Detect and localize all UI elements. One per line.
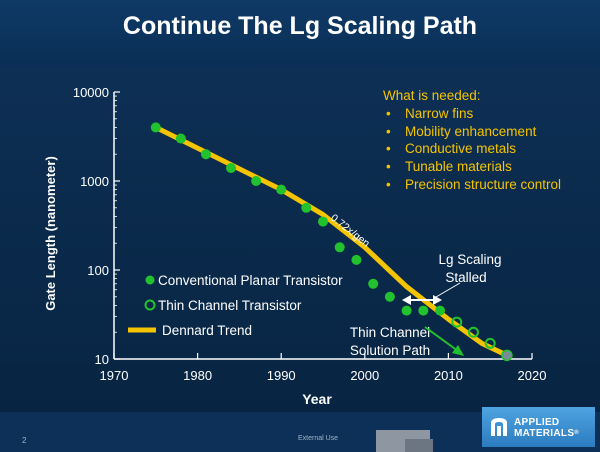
- planar-transistor-point: [334, 242, 345, 253]
- stalled-arrow-left-head: [402, 295, 411, 305]
- planar-transistor-point: [200, 149, 211, 160]
- solution-label-line1: Thin Channel: [350, 325, 430, 340]
- y-tick-label: 100: [87, 263, 109, 278]
- planar-transistor-point: [301, 202, 312, 213]
- logo-line-2-text: MATERIALS: [514, 428, 575, 439]
- dennard-trend-line: [153, 124, 510, 358]
- stalled-label-line1: Lg Scaling: [438, 252, 501, 267]
- thin-channel-point: [484, 337, 496, 349]
- planar-transistor-point: [368, 278, 379, 289]
- planar-transistor-point: [251, 176, 262, 186]
- legend-thin-label: Thin Channel Transistor: [158, 298, 302, 313]
- legend-planar-label: Conventional Planar Transistor: [158, 273, 343, 288]
- logo-mark-icon: [491, 418, 507, 436]
- logo-line-2: MATERIALS®: [514, 428, 579, 439]
- slope-label: 0.72x/gen: [328, 212, 372, 250]
- solution-arrow-shaft: [424, 326, 459, 352]
- solution-arrow-head: [452, 345, 464, 356]
- x-tick-label: 2000: [350, 368, 379, 383]
- planar-transistor-point: [175, 133, 186, 144]
- planar-transistor-point: [401, 305, 412, 316]
- planar-transistor-point: [435, 305, 446, 316]
- x-tick-label: 1980: [183, 368, 212, 383]
- applied-materials-logo: APPLIED MATERIALS®: [482, 407, 595, 447]
- legend-dennard-label: Dennard Trend: [162, 323, 252, 338]
- legend-thin-marker: [144, 299, 156, 311]
- requirement-item: Precision structure control: [383, 176, 561, 194]
- x-tick-label: 1970: [100, 368, 129, 383]
- legend-planar-marker: [145, 275, 155, 285]
- stalled-callout-line: [435, 282, 461, 298]
- y-axis-title: Gate Length (nanometer): [43, 156, 58, 311]
- x-tick-label: 2020: [518, 368, 547, 383]
- slide-number: 2: [22, 436, 27, 445]
- planar-transistor-point: [384, 291, 395, 302]
- footer-tag: External Use: [298, 435, 339, 442]
- footer-decoration: [405, 439, 433, 452]
- requirement-item: Conductive metals: [383, 140, 561, 158]
- y-tick-label: 1000: [80, 174, 109, 189]
- stalled-arrow-right-head: [433, 295, 442, 305]
- thin-channel-endpoint: [501, 349, 513, 362]
- title-band: [0, 0, 600, 68]
- requirements-list: What is needed: Narrow fins Mobility enh…: [383, 87, 561, 194]
- planar-transistor-point: [351, 254, 362, 265]
- logo-registered-mark: ®: [574, 430, 580, 436]
- stalled-label-line2: Stalled: [445, 270, 486, 285]
- y-tick-label: 10: [95, 352, 109, 367]
- planar-transistor-point: [318, 216, 328, 227]
- x-axis-title: Year: [302, 391, 332, 407]
- x-tick-label: 2010: [434, 368, 463, 383]
- planar-transistor-point: [276, 184, 287, 195]
- thin-channel-point: [451, 316, 463, 328]
- y-tick-label: 10000: [73, 85, 109, 100]
- requirements-heading: What is needed:: [383, 88, 481, 103]
- planar-transistor-point: [150, 122, 161, 133]
- x-tick-label: 1990: [267, 368, 296, 383]
- requirement-item: Tunable materials: [383, 158, 561, 176]
- thin-channel-point: [467, 326, 479, 338]
- requirement-item: Narrow fins: [383, 105, 561, 123]
- logo-wordmark: APPLIED MATERIALS®: [514, 417, 579, 439]
- planar-transistor-point: [226, 162, 237, 173]
- requirement-item: Mobility enhancement: [383, 123, 561, 141]
- planar-transistor-point: [418, 305, 429, 316]
- solution-label-line2: Solution Path: [350, 343, 430, 358]
- slide-title: Continue The Lg Scaling Path: [122, 12, 478, 40]
- logo-line-1: APPLIED: [514, 417, 560, 428]
